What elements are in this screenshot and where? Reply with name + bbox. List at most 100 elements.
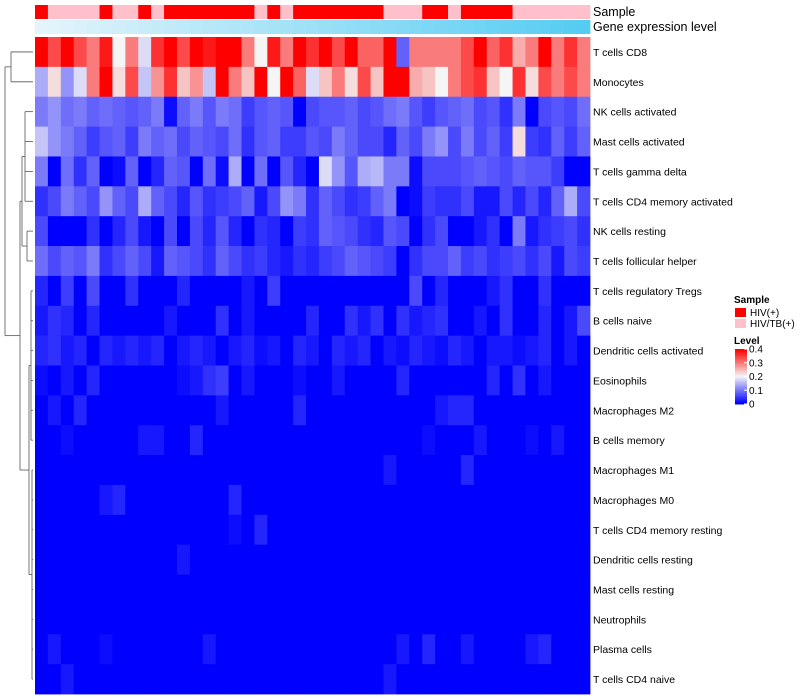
heatmap-cell <box>318 455 333 486</box>
heatmap-cell <box>538 126 552 157</box>
heatmap-cell <box>357 275 371 307</box>
heatmap-cell <box>215 305 230 337</box>
heatmap-cell <box>73 186 88 217</box>
heatmap-cell <box>151 305 165 337</box>
heatmap-cell <box>409 66 423 98</box>
heatmap-cell <box>215 156 230 187</box>
heatmap-cell <box>138 275 152 307</box>
heatmap-cell <box>499 335 513 366</box>
heatmap-cell <box>280 335 294 366</box>
heatmap-cell <box>99 425 113 456</box>
heatmap-cell <box>370 514 384 546</box>
heatmap-cell <box>176 246 191 277</box>
heatmap-cell <box>396 664 410 695</box>
heatmap-cell <box>435 574 449 605</box>
heatmap-cell <box>409 455 423 486</box>
heatmap-cell <box>73 305 88 337</box>
heatmap-cell <box>73 37 88 68</box>
heatmap-cell <box>267 305 281 337</box>
heatmap-cell <box>499 514 513 546</box>
sample-annotation-cell <box>138 5 152 19</box>
legend-swatch <box>735 308 746 317</box>
heatmap-cell <box>564 156 578 187</box>
heatmap-cell <box>344 275 359 307</box>
sample-annotation-cell <box>228 5 242 19</box>
gene-expression-cell <box>422 20 436 34</box>
heatmap-cell <box>383 275 397 307</box>
heatmap-cell <box>202 484 217 516</box>
colorbar-tick-label: 0.1 <box>749 386 763 397</box>
heatmap-cell <box>331 365 346 396</box>
colorbar-step <box>735 379 747 382</box>
heatmap-cell <box>538 604 552 635</box>
heatmap-cell <box>512 305 526 337</box>
sample-annotation-cell <box>499 5 513 19</box>
heatmap-cell <box>577 275 591 307</box>
heatmap-cell <box>448 66 462 98</box>
heatmap-cell <box>99 216 113 247</box>
heatmap-cell <box>448 544 462 575</box>
colorbar-step <box>735 351 747 354</box>
gene-expression-cell <box>564 20 578 34</box>
gene-expression-cell <box>383 20 397 34</box>
heatmap-cell <box>73 484 88 516</box>
heatmap-cell <box>422 574 436 605</box>
gene-expression-cell <box>306 20 320 34</box>
heatmap-cell <box>280 216 294 247</box>
heatmap-cell <box>357 365 371 396</box>
heatmap-cell <box>525 335 539 366</box>
colorbar-step <box>735 360 747 362</box>
heatmap-cell <box>396 275 410 307</box>
heatmap-cell <box>125 216 139 247</box>
heatmap-cell <box>473 216 488 247</box>
heatmap-cell <box>189 574 204 605</box>
gene-expression-cell <box>577 20 591 34</box>
heatmap-cell <box>267 664 281 695</box>
heatmap-cell <box>344 126 359 157</box>
heatmap-cell <box>499 455 513 486</box>
heatmap-cell <box>86 484 100 516</box>
heatmap-cell <box>318 365 333 396</box>
heatmap-cell <box>254 544 268 575</box>
heatmap-cell <box>86 126 100 157</box>
heatmap-cell <box>538 664 552 695</box>
heatmap-cell <box>293 574 307 605</box>
heatmap-cell <box>435 425 449 456</box>
heatmap-cell <box>577 484 591 516</box>
heatmap-cell <box>176 395 191 426</box>
heatmap-cell <box>383 156 397 187</box>
heatmap-cell <box>293 66 307 98</box>
heatmap-cell <box>176 305 191 337</box>
heatmap-cell <box>164 275 178 307</box>
heatmap-cell <box>112 574 126 605</box>
heatmap-cell <box>370 96 384 127</box>
heatmap-cell <box>331 335 346 366</box>
heatmap-cell <box>47 664 62 695</box>
heatmap-cell <box>241 574 255 605</box>
heatmap-cell <box>138 96 152 127</box>
heatmap-cell <box>241 484 255 516</box>
colorbar-step <box>735 391 747 394</box>
heatmap-cell <box>35 484 49 516</box>
heatmap-cell <box>164 455 178 486</box>
heatmap-cell <box>357 425 371 456</box>
heatmap-cell <box>138 484 152 516</box>
heatmap-cell <box>435 484 449 516</box>
heatmap-cell <box>473 664 488 695</box>
heatmap-cell <box>486 37 501 68</box>
heatmap-cell <box>344 365 359 396</box>
heatmap-cell <box>383 425 397 456</box>
heatmap-cell <box>370 425 384 456</box>
heatmap-cell <box>215 634 230 665</box>
heatmap-cell <box>73 664 88 695</box>
heatmap-cell <box>35 574 49 605</box>
heatmap-cell <box>73 604 88 635</box>
heatmap-cell <box>267 216 281 247</box>
heatmap-cell <box>396 186 410 217</box>
heatmap-cell <box>280 514 294 546</box>
heatmap-cell <box>448 604 462 635</box>
heatmap-cell <box>344 544 359 575</box>
colorbar-tick-label: 0 <box>749 400 755 411</box>
sample-annotation-cell <box>73 5 88 19</box>
heatmap-cell <box>525 186 539 217</box>
